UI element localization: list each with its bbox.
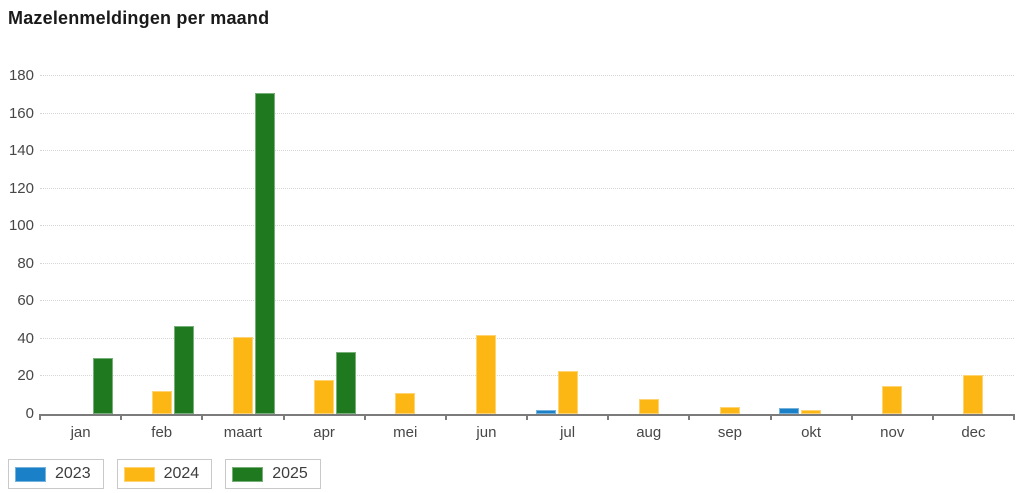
x-axis-tick (688, 414, 691, 420)
legend-swatch-2023 (15, 466, 46, 482)
x-axis-tick (201, 414, 204, 420)
y-axis-tick-label: 40 (17, 329, 34, 347)
plot-area (39, 75, 1015, 420)
bar-2024-aug (638, 398, 659, 414)
bar-2024-feb (151, 391, 172, 414)
bar-2024-nov (882, 385, 903, 414)
y-axis-tick-label: 60 (17, 292, 34, 310)
x-axis-tick (120, 414, 123, 420)
gridline-180 (40, 75, 1014, 76)
gridline-60 (40, 300, 1014, 302)
chart-title: Mazelenmeldingen per maand (8, 8, 270, 28)
legend-swatch-2025 (232, 466, 264, 482)
x-axis-label-feb: feb (151, 424, 173, 441)
x-axis-label-dec: dec (961, 424, 986, 441)
chart-legend: 2023 2024 2025 (8, 459, 321, 489)
legend-label-2024: 2024 (163, 465, 200, 482)
gridline-160 (40, 112, 1014, 114)
y-axis-labels: 0 20 40 60 80 100 120 140 160 180 (0, 67, 34, 422)
bar-2023-okt (779, 408, 800, 414)
x-axis-labels: jan feb maart apr mei jun jul aug sep okt nov dec (40, 424, 1014, 444)
x-axis-tick (769, 414, 772, 420)
legend-swatch-2024 (123, 466, 155, 482)
x-axis-tick (282, 414, 285, 420)
y-axis-tick-label: 0 (25, 405, 34, 422)
x-axis-label-sep: sep (717, 424, 742, 441)
legend-item-2023[interactable]: 2023 (8, 459, 104, 489)
x-axis-label-aug: aug (636, 424, 662, 441)
x-axis-tick (931, 414, 934, 420)
y-axis-tick-label: 180 (8, 67, 34, 84)
bar-2025-maart (254, 92, 275, 414)
y-axis-tick-label: 20 (17, 367, 34, 385)
x-axis-label-jul: jul (560, 424, 576, 441)
gridline-80 (40, 262, 1014, 264)
bar-2024-apr (314, 380, 335, 414)
legend-item-2024[interactable]: 2024 (116, 459, 213, 489)
x-axis-tick (607, 414, 610, 420)
y-axis-tick-label: 160 (8, 104, 34, 122)
x-axis-tick (39, 414, 41, 420)
x-axis-label-maart: maart (223, 424, 263, 441)
x-axis-label-okt: okt (801, 424, 822, 441)
bar-2025-apr (336, 352, 357, 414)
bar-2024-okt (801, 410, 822, 414)
x-axis-tick (1013, 414, 1015, 420)
legend-label-2025: 2025 (272, 465, 308, 482)
gridline-40 (40, 337, 1014, 339)
x-axis-label-jan: jan (70, 424, 91, 441)
legend-item-2025[interactable]: 2025 (225, 459, 321, 489)
x-axis-label-mei: mei (393, 424, 418, 441)
gridline-140 (40, 150, 1014, 152)
y-axis-tick-label: 140 (8, 142, 34, 160)
bar-2024-jun (476, 335, 497, 414)
x-axis-label-apr: apr (313, 424, 335, 441)
gridline-120 (40, 187, 1014, 189)
gridline-20 (40, 375, 1014, 377)
y-axis-tick-label: 80 (17, 254, 34, 272)
y-axis-tick-label: 120 (8, 179, 34, 197)
y-axis-tick-label: 100 (8, 217, 34, 235)
x-axis-tick (526, 414, 528, 420)
bar-2024-maart (232, 337, 253, 414)
x-axis-tick (850, 414, 853, 420)
legend-label-2023: 2023 (55, 465, 91, 482)
x-axis-tick (444, 414, 447, 420)
bar-2024-sep (719, 406, 740, 414)
bar-2025-feb (173, 325, 194, 414)
x-axis-label-nov: nov (880, 424, 905, 441)
bar-2024-dec (963, 374, 984, 414)
x-axis-label-jun: jun (476, 424, 497, 441)
bar-2024-jul (557, 370, 578, 414)
x-axis-tick (363, 414, 366, 420)
bar-2024-mei (395, 393, 416, 414)
bar-2025-jan (92, 357, 113, 414)
gridline-100 (40, 225, 1014, 227)
bar-2023-jul (535, 410, 556, 414)
